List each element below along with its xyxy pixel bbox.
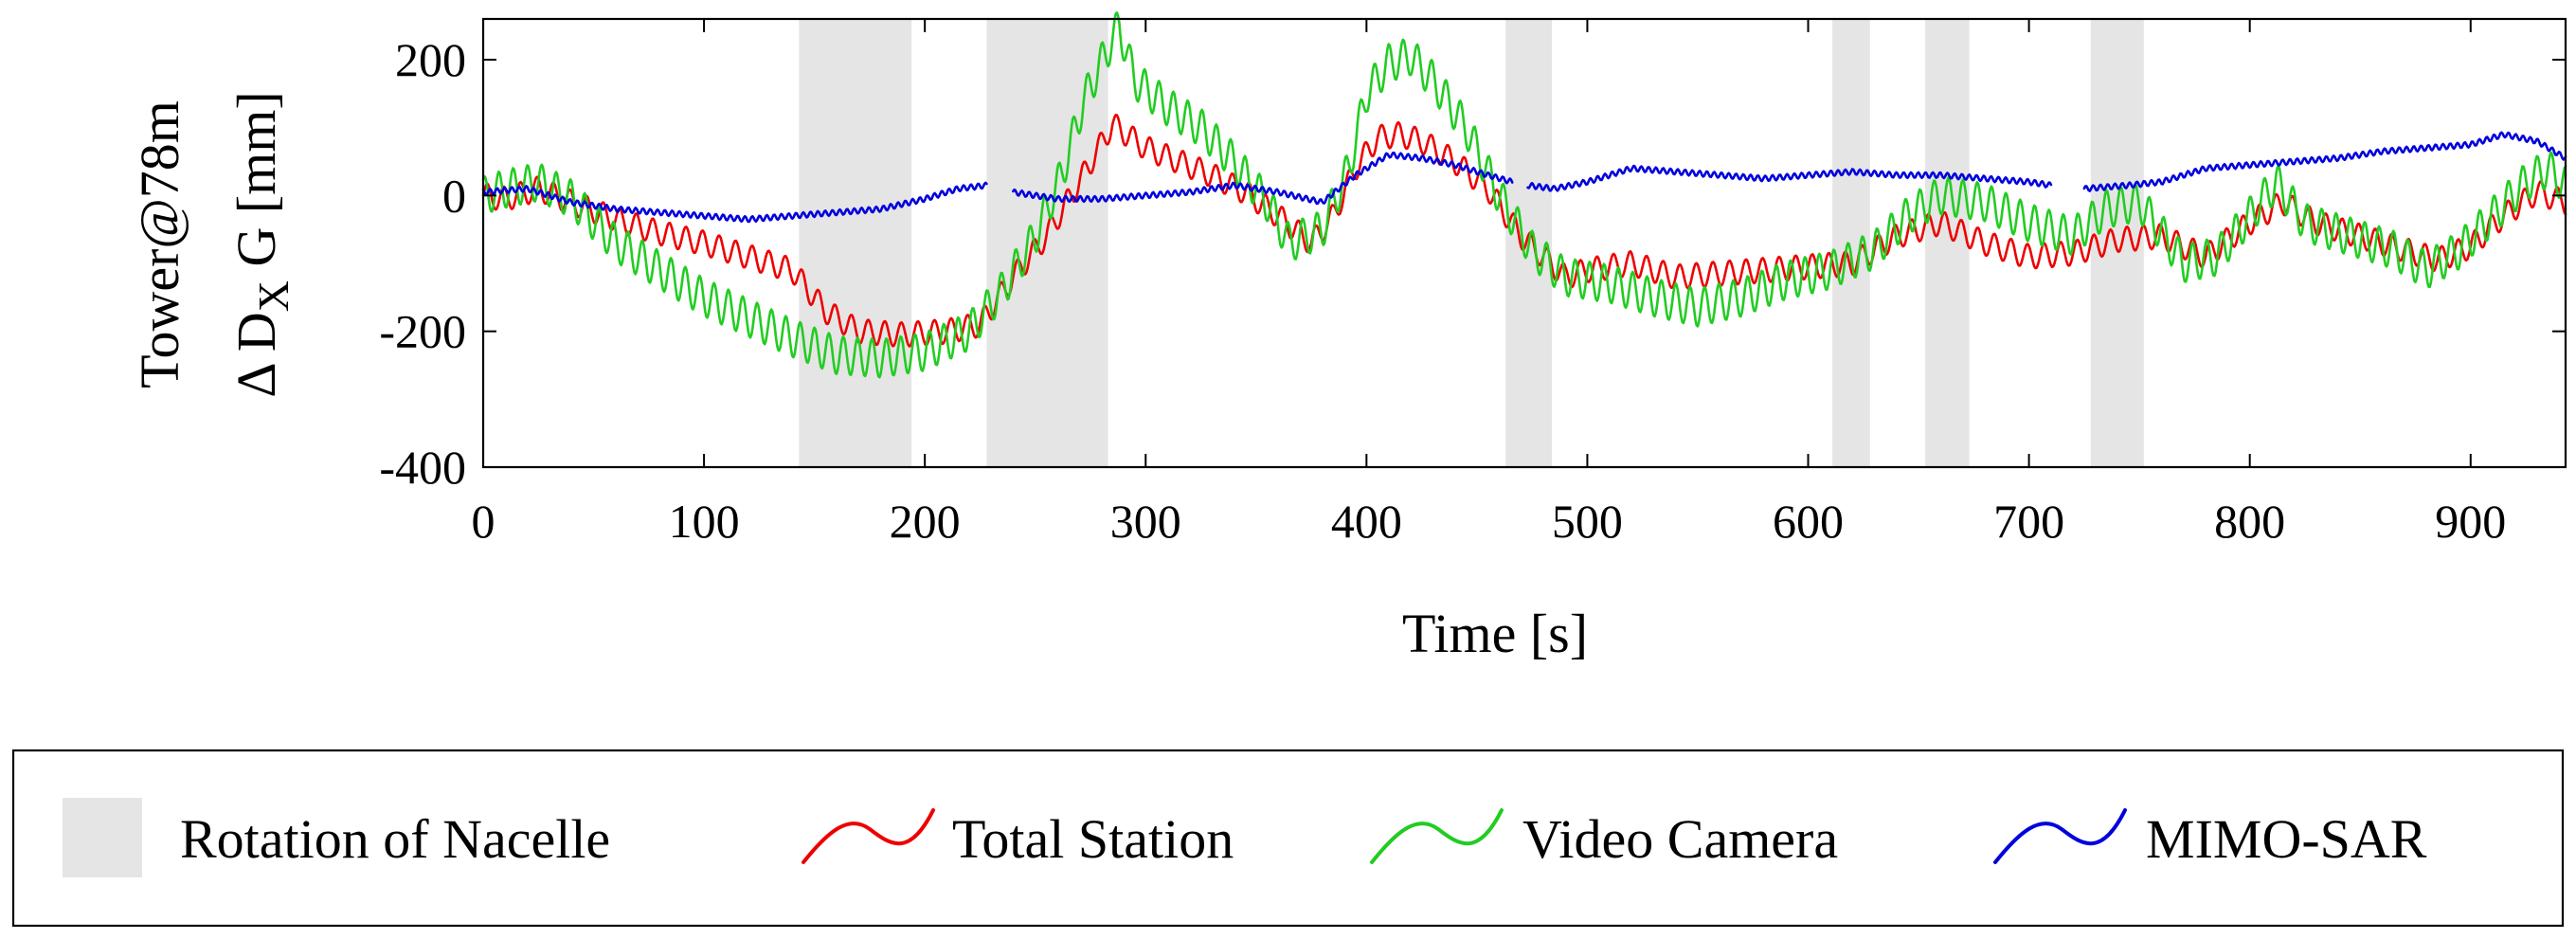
x-axis: 0 100 200 300 400 500 600 700 800 900 (472, 19, 2506, 548)
y-axis: 200 0 -200 -400 (379, 33, 2566, 494)
plot-frame (481, 17, 2567, 469)
x-tick-label: 200 (890, 495, 961, 548)
x-tick-label: 900 (2435, 495, 2506, 548)
y-tick-label: -400 (379, 441, 466, 494)
legend-label-total-station: Total Station (952, 808, 1234, 870)
legend-line-total-station (802, 808, 935, 864)
legend-line-mimo-sar (1993, 808, 2127, 864)
series-line-mimo-sar (481, 131, 2567, 224)
legend-label-rotation: Rotation of Nacelle (180, 808, 610, 870)
x-tick-label: 400 (1331, 495, 1402, 548)
series-lines (481, 11, 2567, 379)
legend-swatch-rotation (63, 798, 142, 877)
legend-label-video-camera: Video Camera (1522, 808, 1838, 870)
y-axis-label-line2: Δ DX G [mm] (225, 91, 297, 397)
x-tick-label: 300 (1110, 495, 1181, 548)
shaded-regions (799, 19, 2144, 467)
y-tick-label: 0 (442, 169, 466, 222)
x-tick-label: 500 (1552, 495, 1623, 548)
nacelle-rotation-region (1925, 19, 1970, 467)
legend-line-video-camera (1370, 808, 1504, 864)
series-line-video-camera (481, 11, 2567, 379)
nacelle-rotation-region (2090, 19, 2144, 467)
y-tick-label: -200 (379, 305, 466, 358)
x-tick-label: 600 (1773, 495, 1844, 548)
x-axis-label: Time [s] (1402, 603, 1588, 664)
legend-box (11, 749, 2565, 928)
x-tick-label: 800 (2214, 495, 2285, 548)
nacelle-rotation-region (799, 19, 912, 467)
nacelle-rotation-region (986, 19, 1108, 467)
y-axis-label-line1: Tower@78m (129, 100, 190, 388)
y-tick-label: 200 (395, 33, 466, 86)
x-tick-label: 700 (1993, 495, 2064, 548)
legend-label-mimo-sar: MIMO-SAR (2146, 808, 2427, 870)
x-tick-label: 0 (472, 495, 495, 548)
x-tick-label: 100 (669, 495, 740, 548)
legend: Rotation of Nacelle Total Station Video … (11, 749, 2565, 928)
